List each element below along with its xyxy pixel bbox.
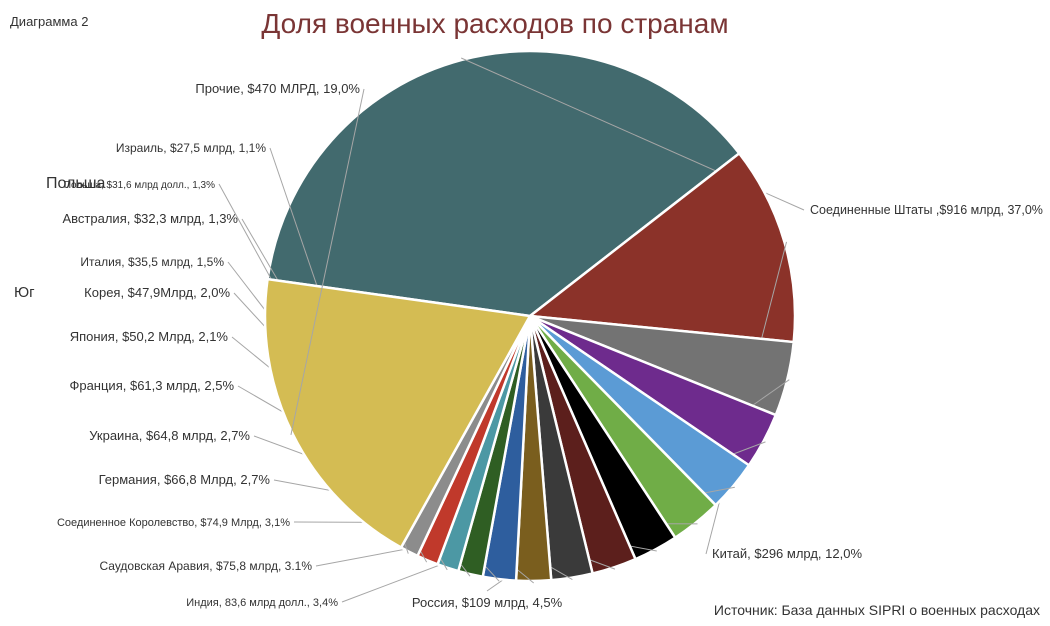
pie-slice (526, 151, 797, 344)
slice-label: Франция, $61,3 млрд, 2,5% (69, 378, 234, 393)
chart-caption: Диаграмма 2 (10, 14, 89, 29)
slice-label: Россия, $109 млрд, 4,5% (412, 595, 563, 610)
slice-label: Германия, $66,8 Млрд, 2,7% (99, 472, 271, 487)
slice-label: Китай, $296 млрд, 12,0% (712, 546, 862, 561)
slice-label: Украина, $64,8 млрд, 2,7% (89, 428, 250, 443)
south-word: Юг (14, 284, 35, 301)
slice-label: Прочие, $470 МЛРД, 19,0% (195, 81, 360, 96)
slice-label: Соединенное Королевство, $74,9 Млрд, 3,1… (57, 517, 290, 529)
leader-line (290, 88, 365, 435)
source-note: Источник: База данных SIPRI о военных ра… (713, 602, 1040, 618)
chart-title: Доля военных расходов по странам (261, 8, 729, 39)
slice-label: Корея, $47,9Млрд, 2,0% (84, 285, 230, 300)
slice-label: Австралия, $32,3 млрд, 1,3% (63, 211, 239, 226)
slice-label: Польша, $31,6 млрд долл., 1,3% (64, 180, 215, 191)
pie-slice (266, 49, 741, 318)
slice-label: Япония, $50,2 Млрд, 2,1% (70, 329, 229, 344)
slice-label: Италия, $35,5 млрд, 1,5% (80, 255, 224, 269)
slice-label: Соединенные Штаты ,$916 млрд, 37,0% (810, 203, 1043, 217)
slice-label: Израиль, $27,5 млрд, 1,1% (116, 141, 266, 155)
slice-label: Саудовская Аравия, $75,8 млрд, 3.1% (99, 559, 312, 573)
pie-slice (263, 277, 532, 550)
poland-word: Польша (46, 175, 106, 192)
slice-label: Индия, 83,6 млрд долл., 3,4% (186, 597, 338, 609)
